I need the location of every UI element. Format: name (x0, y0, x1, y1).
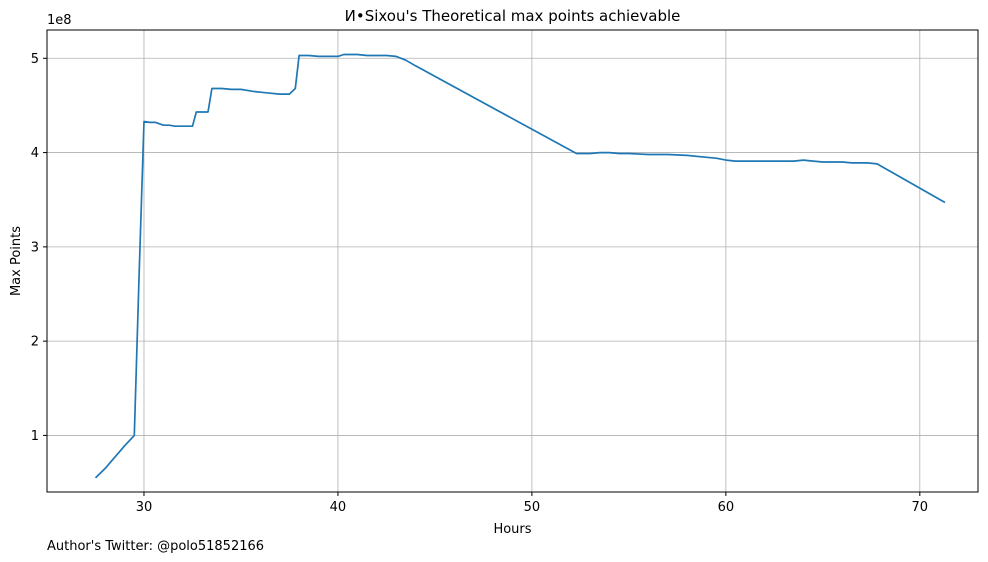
chart-title: И•Sixou's Theoretical max points achieva… (345, 7, 681, 25)
series-line-max-points (94, 53, 946, 479)
x-tick-label: 60 (718, 500, 735, 515)
plot-area-frame (46, 29, 979, 493)
grid (47, 30, 978, 492)
y-axis-ticks: 1 2 3 4 5 (31, 52, 47, 444)
x-axis-ticks: 30 40 50 60 70 (136, 492, 928, 515)
y-axis-label: Max Points (9, 226, 24, 296)
y-tick-label: 1 (31, 429, 39, 444)
y-tick-label: 5 (31, 52, 39, 67)
x-tick-label: 40 (330, 500, 347, 515)
x-axis-label: Hours (493, 522, 531, 537)
y-tick-label: 4 (31, 146, 39, 161)
y-tick-label: 2 (31, 335, 39, 350)
author-twitter-footnote: Author's Twitter: @polo51852166 (47, 539, 264, 554)
x-tick-label: 30 (136, 500, 153, 515)
x-tick-label: 50 (524, 500, 541, 515)
x-tick-label: 70 (912, 500, 929, 515)
y-offset-label: 1e8 (47, 13, 72, 28)
y-tick-label: 3 (31, 240, 39, 255)
